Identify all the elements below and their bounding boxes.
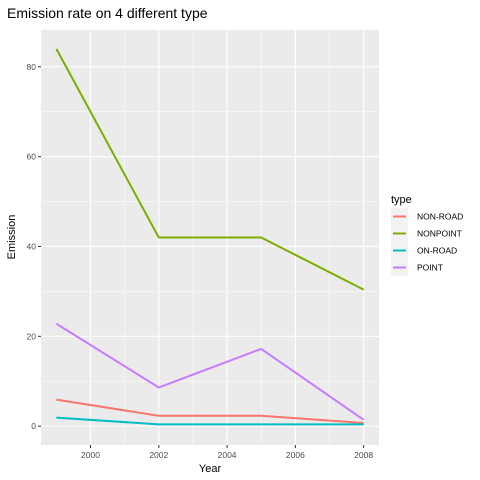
y-axis: 0 20 40 60 80 xyxy=(27,62,41,431)
series-lines xyxy=(55,48,365,426)
x-tick-label: 2000 xyxy=(81,450,100,460)
legend: type NON-ROAD NONPOINT ON-ROAD POINT xyxy=(391,194,463,276)
legend-label: ON-ROAD xyxy=(417,246,457,256)
legend-title: type xyxy=(391,194,412,206)
y-axis-title: Emission xyxy=(6,215,18,260)
y-tick-label: 60 xyxy=(27,152,37,162)
legend-label: NONPOINT xyxy=(417,229,462,239)
legend-label: POINT xyxy=(417,263,443,273)
x-tick-label: 2004 xyxy=(218,450,237,460)
series-line-non-road xyxy=(56,398,364,424)
y-tick-label: 80 xyxy=(27,62,37,72)
series-line-point xyxy=(55,322,365,421)
y-tick-label: 0 xyxy=(31,421,36,431)
series-line-on-road xyxy=(56,416,364,426)
series-line-nonpoint xyxy=(55,48,365,291)
y-tick-label: 20 xyxy=(27,331,37,341)
x-axis: 2000 2002 2004 2006 2008 xyxy=(81,445,373,460)
x-tick-label: 2006 xyxy=(286,450,305,460)
x-axis-title: Year xyxy=(199,463,222,475)
chart-title: Emission rate on 4 different type xyxy=(7,5,208,21)
x-tick-label: 2008 xyxy=(354,450,373,460)
legend-items: NON-ROAD NONPOINT ON-ROAD POINT xyxy=(391,208,463,276)
x-tick-label: 2002 xyxy=(149,450,168,460)
y-tick-label: 40 xyxy=(27,241,37,251)
legend-label: NON-ROAD xyxy=(417,212,463,222)
